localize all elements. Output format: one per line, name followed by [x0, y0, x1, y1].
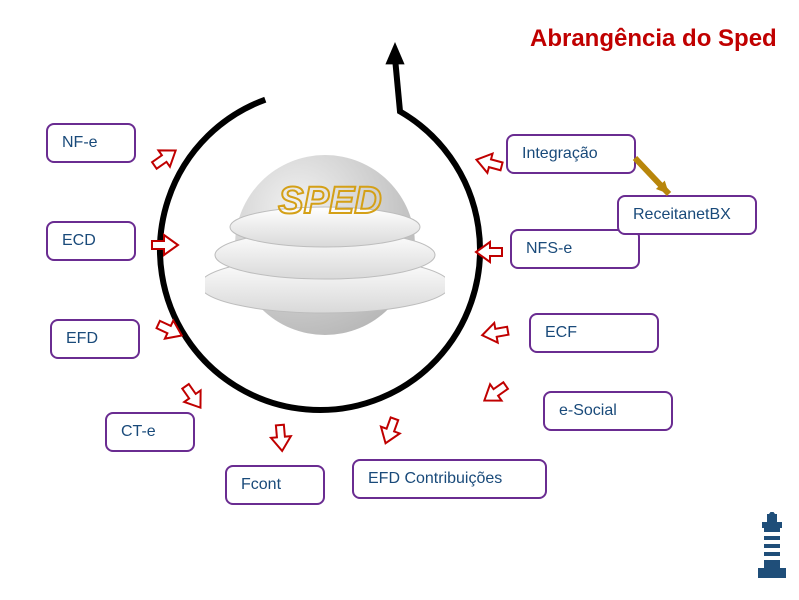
diagram-stage: Abrangência do Sped SPED — [0, 0, 799, 600]
lighthouse-icon — [758, 512, 786, 582]
gold-arrow — [0, 0, 799, 600]
